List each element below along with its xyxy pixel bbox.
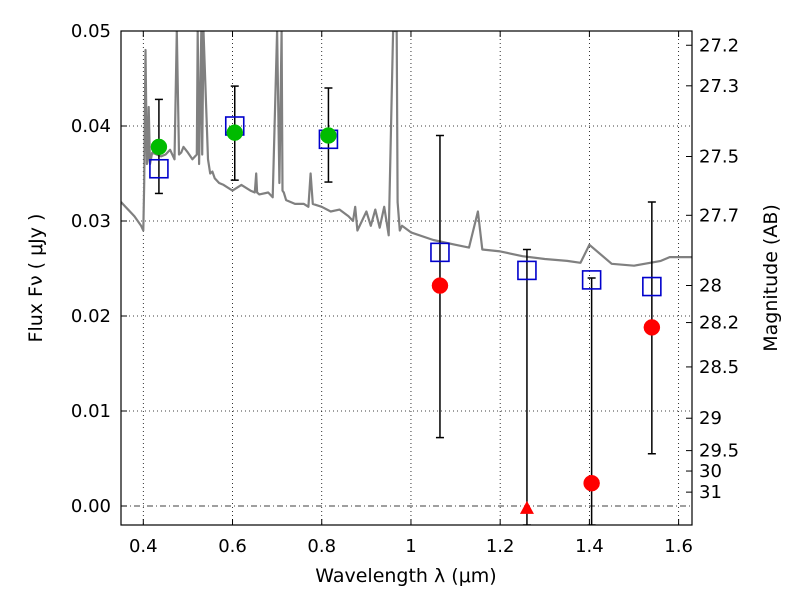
y-tick-label: 0.01 xyxy=(71,401,111,422)
magnitude-tick-label: 28.5 xyxy=(699,357,739,378)
measurement-point xyxy=(583,474,600,492)
x-tick-label: 1 xyxy=(405,536,416,557)
measurement-point xyxy=(431,277,449,294)
upper-limit-triangle xyxy=(519,500,534,514)
y-tick-label: 0.04 xyxy=(71,116,111,137)
magnitude-tick-label: 31 xyxy=(699,482,722,503)
data-markers xyxy=(149,116,662,514)
y-tick-label: 0.00 xyxy=(71,496,111,517)
right-axis-label: Magnitude (AB) xyxy=(760,204,782,352)
x-tick-label: 1.2 xyxy=(486,536,515,557)
magnitude-tick-label: 27.7 xyxy=(699,205,739,226)
x-tick-label: 0.4 xyxy=(129,536,158,557)
magnitude-tick-label: 29 xyxy=(699,408,722,429)
y-tick-labels: 0.00 0.01 0.02 0.03 0.04 0.05 xyxy=(71,21,111,517)
model-photometry-square xyxy=(642,276,662,297)
x-tick-labels: 0.4 0.6 0.8 1 1.2 1.4 1.6 xyxy=(129,536,693,557)
x-tick-label: 1.6 xyxy=(664,536,693,557)
x-tick-label: 0.6 xyxy=(218,536,247,557)
magnitude-tick-label: 29.5 xyxy=(699,441,739,462)
magnitude-tick-label: 28.2 xyxy=(699,313,739,334)
model-photometry-square xyxy=(581,270,602,290)
magnitude-tick-label: 30 xyxy=(699,461,722,482)
magnitude-tick-label: 27.2 xyxy=(699,35,739,56)
magnitude-tick-label: 27.5 xyxy=(699,146,739,167)
y-tick-label: 0.02 xyxy=(71,306,111,327)
x-tick-label: 1.4 xyxy=(575,536,604,557)
magnitude-tick-label: 27.3 xyxy=(699,76,739,97)
detection-point xyxy=(226,124,244,141)
template-spectrum xyxy=(121,31,692,267)
model-photometry-square xyxy=(149,158,169,179)
plot-frame xyxy=(120,30,693,526)
template-spectrum-line xyxy=(121,31,692,267)
model-photometry-square xyxy=(517,260,537,281)
x-axis-label: Wavelength λ (μm) xyxy=(315,565,496,587)
model-photometry-square xyxy=(430,242,450,263)
detection-point xyxy=(150,138,168,156)
axis-ticks xyxy=(121,30,692,525)
y-tick-label: 0.03 xyxy=(71,211,111,232)
magnitude-tick-label: 28 xyxy=(699,276,722,297)
measurement-point xyxy=(643,319,661,336)
y-axis-label: Flux Fν ( μJy ) xyxy=(25,214,47,343)
detection-point xyxy=(320,127,337,144)
y-tick-label: 0.05 xyxy=(71,21,111,42)
x-tick-label: 0.8 xyxy=(307,536,336,557)
error-bars xyxy=(154,85,656,525)
